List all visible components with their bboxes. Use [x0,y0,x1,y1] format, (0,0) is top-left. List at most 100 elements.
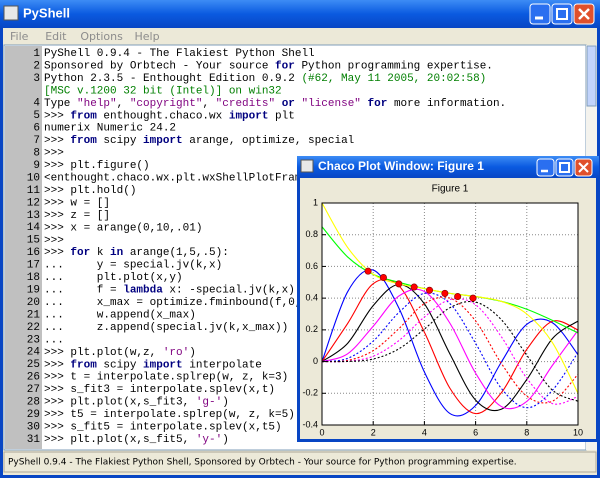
code-line: >>> plt.plot(x,s_fit3, 'g-') [44,397,229,409]
menu-item[interactable]: Edit [45,30,67,43]
plot-window-title: Chaco Plot Window: Figure 1 [318,159,484,173]
code-line: >>> plt.hold() [44,185,136,197]
code-token: [MSC v.1200 32 bit (Intel)] on win32 [44,85,282,97]
line-number: 21 [27,309,41,321]
y-tick-label: 0.6 [305,261,318,271]
code-token: >>> plt.plot(x,s_fit3, [44,397,196,409]
code-token: >>> [44,148,64,160]
code-token: ... [44,334,64,346]
menu-bar: File Edit Options Help [10,30,160,43]
code-line: >>> plt.plot(x,s_fit5, 'y-') [44,434,229,446]
code-token [295,98,302,110]
maximize-button[interactable] [551,3,573,25]
marker [395,280,403,288]
code-token: arange(1,5,.5): [123,247,229,259]
code-line: ... plt.plot(x,y) [44,272,183,284]
line-number: 3 [33,73,40,85]
code-line: >>> plt.plot(w,z, 'ro') [44,347,196,359]
code-token: <enthought.chaco.wx.plt.wxShellPlotFrame [44,172,308,184]
code-token: ) [222,397,229,409]
curve [322,292,578,409]
code-token: import [143,135,183,147]
code-line: >>> [44,235,64,247]
code-token: interpolate [183,359,262,371]
line-number: 7 [33,135,40,147]
line-number: 30 [27,421,40,433]
scroll-thumb[interactable] [586,45,597,107]
line-number: 19 [27,284,40,296]
code-line: >>> [44,148,64,160]
code-token: >>> [44,247,70,259]
marker [379,274,387,282]
marker [441,289,449,297]
line-number: 16 [27,247,40,259]
code-line: >>> from scipy import arange, optimize, … [44,135,354,147]
code-line: ... [44,334,64,346]
curve [322,278,578,415]
app-icon [3,5,19,21]
code-token: >>> plt.figure() [44,160,150,172]
plot-maximize-button[interactable] [555,158,574,177]
code-token: , [202,98,215,110]
figure-title: Figure 1 [432,184,469,195]
menu-item[interactable]: Options [80,30,123,43]
code-line: >>> z = [] [44,210,110,222]
code-token: (#62, May 11 2005, 20:02:58) [301,73,486,85]
code-line: numerix Numeric 24.2 [44,123,176,135]
line-number: 4 [33,98,40,110]
line-number: 27 [27,384,40,396]
code-line: >>> s_fit3 = interpolate.splev(x,t) [44,384,275,396]
code-line: >>> for k in arange(1,5,.5): [44,247,229,259]
code-token: lambda [123,284,163,296]
marker [426,286,434,294]
code-line: ... y = special.jv(k,x) [44,260,222,272]
code-line: >>> t5 = interpolate.splrep(w, z, k=5) [44,409,295,421]
y-tick-label: 0.8 [305,229,318,239]
code-token: k [90,247,110,259]
menu-item[interactable]: File [10,30,29,43]
code-token: arange, optimize, special [183,135,355,147]
code-token: >>> plt.hold() [44,185,136,197]
line-number: 24 [27,347,41,359]
status-bar [3,451,597,473]
code-token: or [282,98,295,110]
x-tick-label: 8 [524,427,529,437]
code-token: Python programming expertise. [295,60,493,72]
code-token: enthought.chaco.wx [97,110,229,122]
code-token: >>> s_fit5 = interpolate.splev(x,t5) [44,421,282,433]
y-tick-label: -0.4 [302,419,318,429]
minimize-button[interactable] [529,3,551,25]
code-token: numerix Numeric 24.2 [44,123,176,135]
marker [469,294,477,302]
line-number: 23 [27,334,40,346]
code-line: ... f = lambda x: -special.jv(k,x) [44,284,295,296]
code-token: Python 2.3.5 - Enthought Edition 0.9.2 [44,73,301,85]
code-token: in [110,247,123,259]
code-line: >>> x = arange(0,10,.01) [44,222,202,234]
line-number: 15 [27,235,40,247]
code-line: >>> s_fit5 = interpolate.splev(x,t5) [44,421,282,433]
code-token: 'ro' [163,347,189,359]
code-token: 'g-' [196,397,222,409]
curve [322,203,578,394]
code-token: for [275,60,295,72]
y-tick-label: 0.2 [305,324,318,334]
menu-item[interactable]: Help [135,30,160,43]
curve [322,300,578,402]
code-token: from [70,359,97,371]
line-number: 31 [27,434,41,446]
code-lines: 1 PyShell 0.9.4 - The Flakiest Python She… [27,48,506,446]
code-token: from [70,135,97,147]
y-tick-label: 0.4 [305,293,318,303]
line-number: 25 [27,359,40,371]
line-number: 17 [27,260,40,272]
plot-minimize-button[interactable] [536,158,555,177]
code-line: [MSC v.1200 32 bit (Intel)] on win32 [44,85,282,97]
code-token: import [143,359,183,371]
code-line: Type "help", "copyright", "credits" or "… [44,98,506,110]
code-token: 'y-' [196,434,222,446]
line-number: 14 [27,222,41,234]
x-tick-label: 4 [422,427,427,437]
code-token: x: -special.jv(k,x) [163,284,295,296]
ticks: 0 2 4 6 8 10 -0.4 -0.2 0 0.2 0.4 0.6 0.8 1 [302,197,583,437]
